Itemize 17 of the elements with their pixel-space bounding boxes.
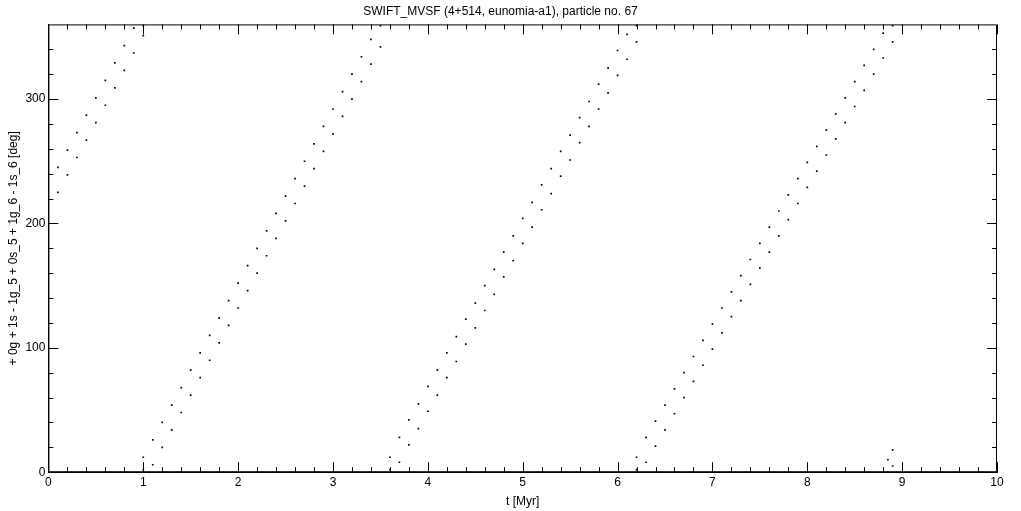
x-tick-label: 10 — [990, 474, 1004, 489]
y-tick-label: 0 — [38, 464, 46, 479]
x-tick-label: 8 — [803, 474, 811, 489]
y-tick-label: 100 — [25, 340, 46, 355]
x-axis-title: t [Myr] — [506, 494, 540, 509]
x-tick-label: 1 — [139, 474, 147, 489]
x-tick-label: 5 — [519, 474, 527, 489]
chart-title: SWIFT_MVSF (4+514, eunomia-a1), particle no. 67 — [363, 3, 639, 18]
x-tick-label: 6 — [614, 474, 622, 489]
x-tick-label: 4 — [424, 474, 432, 489]
x-tick-label: 3 — [329, 474, 337, 489]
y-tick-label: 200 — [25, 215, 46, 230]
x-tick-label: 9 — [898, 474, 906, 489]
y-axis-title: + 0g + 1s - 1g_5 + 0s_5 + 1g_6 - 1s_6 [deg] — [5, 131, 20, 366]
y-tick-label: 300 — [25, 91, 46, 106]
x-tick-label: 7 — [709, 474, 717, 489]
x-tick-label: 2 — [234, 474, 242, 489]
